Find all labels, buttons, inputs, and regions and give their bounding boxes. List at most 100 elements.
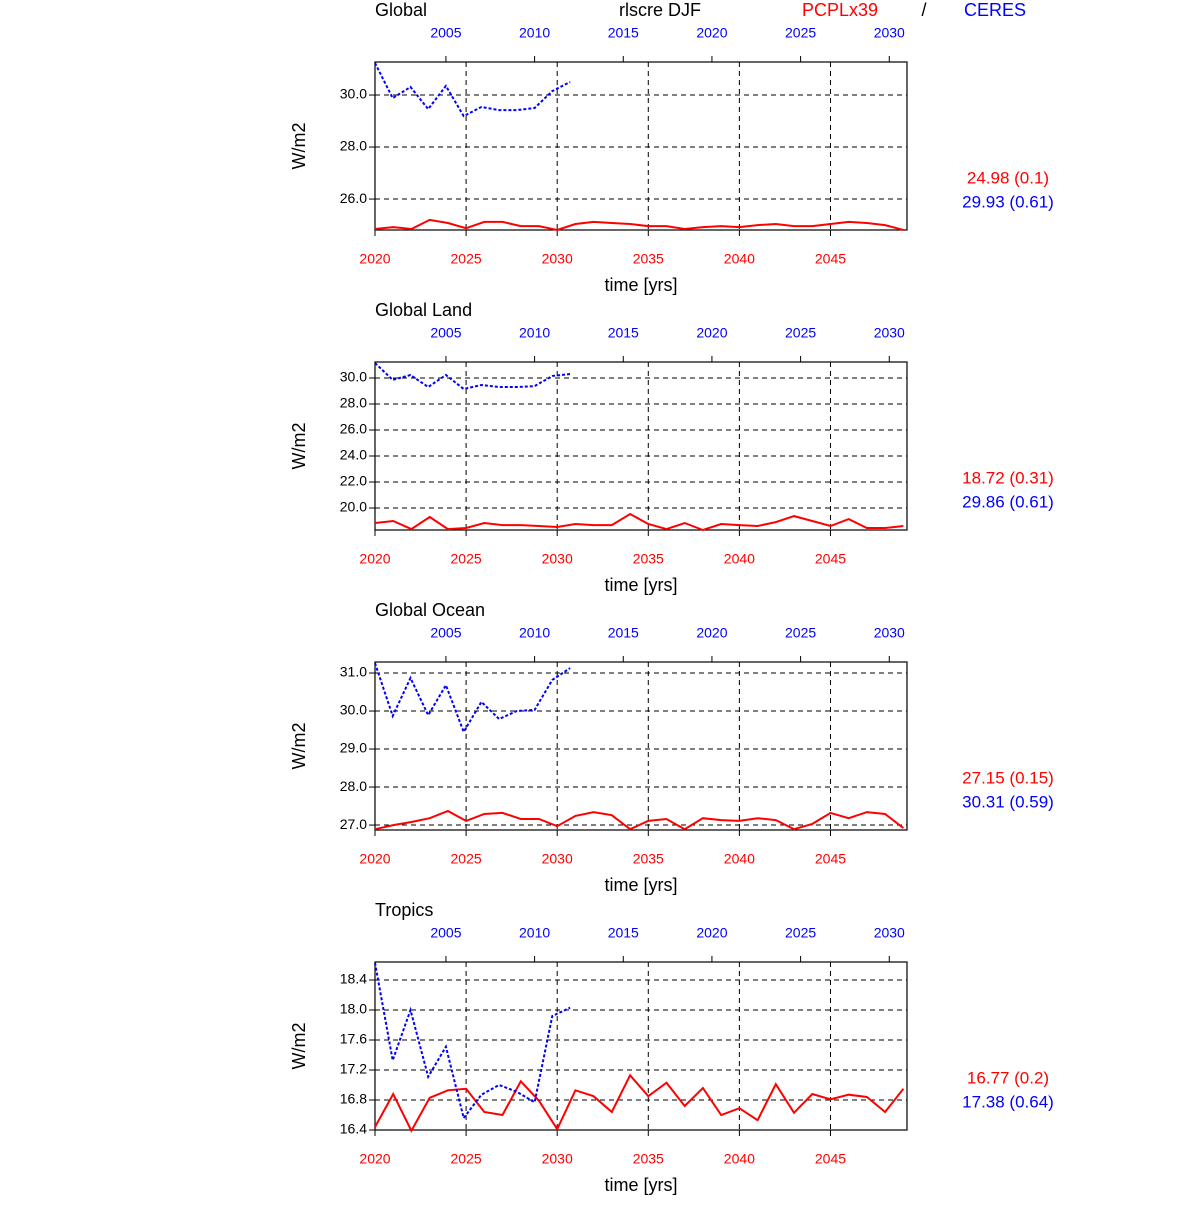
stat-label: 30.31 (0.59) (962, 792, 1054, 811)
x2-tick-label: 2015 (608, 925, 639, 941)
plot-frame (374, 961, 908, 1131)
stat-label: 29.86 (0.61) (962, 492, 1054, 511)
x-tick-label: 2040 (724, 251, 755, 267)
y-tick-label: 26.0 (340, 190, 367, 206)
x-tick-label: 2030 (542, 551, 573, 567)
x-tick-label: 2045 (815, 251, 846, 267)
x2-tick-label: 2025 (785, 625, 816, 641)
x2-tick-label: 2005 (430, 325, 461, 341)
y-tick-label: 24.0 (340, 447, 367, 463)
x-axis-label: time [yrs] (604, 875, 677, 895)
x-tick-label: 2045 (815, 851, 846, 867)
y-tick-label: 20.0 (340, 499, 367, 515)
x2-tick-label: 2005 (430, 25, 461, 41)
x2-tick-label: 2005 (430, 925, 461, 941)
x-tick-label: 2020 (359, 1151, 390, 1167)
series-line (374, 62, 571, 118)
x2-tick-label: 2030 (874, 925, 905, 941)
stat-label: 18.72 (0.31) (962, 468, 1054, 487)
x2-tick-label: 2020 (696, 325, 727, 341)
x2-tick-label: 2010 (519, 25, 550, 41)
stat-label: 24.98 (0.1) (967, 168, 1049, 187)
y-axis-label: W/m2 (289, 123, 309, 170)
plot-frame (374, 61, 908, 231)
x2-tick-label: 2020 (696, 625, 727, 641)
x2-tick-label: 2030 (874, 25, 905, 41)
y-tick-label: 30.0 (340, 702, 367, 718)
x-tick-label: 2025 (451, 251, 482, 267)
stat-label: 17.38 (0.64) (962, 1092, 1054, 1111)
x2-tick-label: 2015 (608, 625, 639, 641)
x-axis-label: time [yrs] (604, 1175, 677, 1195)
panel-title: Global Land (375, 300, 472, 320)
x-tick-label: 2030 (542, 851, 573, 867)
plot-frame (374, 661, 908, 831)
x-tick-label: 2045 (815, 551, 846, 567)
y-tick-label: 27.0 (340, 816, 367, 832)
panel-title: Global (375, 0, 427, 20)
y-axis-label: W/m2 (289, 423, 309, 470)
x-tick-label: 2020 (359, 251, 390, 267)
y-tick-label: 30.0 (340, 369, 367, 385)
x-tick-label: 2040 (724, 551, 755, 567)
x2-tick-label: 2025 (785, 325, 816, 341)
y-tick-label: 28.0 (340, 395, 367, 411)
x-tick-label: 2025 (451, 851, 482, 867)
y-tick-label: 31.0 (340, 664, 367, 680)
x-tick-label: 2020 (359, 851, 390, 867)
model-name: PCPLx39 (802, 0, 878, 20)
x-tick-label: 2030 (542, 1151, 573, 1167)
figure-title: rlscre DJF (619, 0, 701, 20)
stat-label: 16.77 (0.2) (967, 1068, 1049, 1087)
series-line (374, 218, 904, 232)
x-tick-label: 2035 (633, 851, 664, 867)
x2-tick-label: 2025 (785, 925, 816, 941)
y-tick-label: 29.0 (340, 740, 367, 756)
x2-tick-label: 2015 (608, 25, 639, 41)
x2-tick-label: 2005 (430, 625, 461, 641)
y-tick-label: 16.4 (340, 1121, 367, 1137)
x2-tick-label: 2010 (519, 325, 550, 341)
series-line (374, 1073, 905, 1133)
y-tick-label: 17.6 (340, 1031, 367, 1047)
x-tick-label: 2025 (451, 551, 482, 567)
y-tick-label: 28.0 (340, 778, 367, 794)
y-tick-label: 28.0 (340, 138, 367, 154)
y-axis-label: W/m2 (289, 723, 309, 770)
y-tick-label: 30.0 (340, 86, 367, 102)
x2-tick-label: 2020 (696, 25, 727, 41)
y-tick-label: 16.8 (340, 1091, 367, 1107)
x-tick-label: 2020 (359, 551, 390, 567)
y-tick-label: 22.0 (340, 473, 367, 489)
panel-title: Tropics (375, 900, 433, 920)
x2-tick-label: 2020 (696, 925, 727, 941)
x2-tick-label: 2015 (608, 325, 639, 341)
x-tick-label: 2040 (724, 1151, 755, 1167)
y-tick-label: 18.4 (340, 971, 367, 987)
series-line (374, 512, 904, 532)
x2-tick-label: 2030 (874, 325, 905, 341)
separator: / (921, 0, 926, 20)
plot-frame (374, 361, 908, 531)
x2-tick-label: 2010 (519, 625, 550, 641)
y-axis-label: W/m2 (289, 1023, 309, 1070)
y-tick-label: 18.0 (340, 1001, 367, 1017)
obs-name: CERES (964, 0, 1026, 20)
x2-tick-label: 2025 (785, 25, 816, 41)
stat-label: 27.15 (0.15) (962, 768, 1054, 787)
x-axis-label: time [yrs] (604, 275, 677, 295)
panel-title: Global Ocean (375, 600, 485, 620)
x-tick-label: 2035 (633, 251, 664, 267)
x2-tick-label: 2010 (519, 925, 550, 941)
x-tick-label: 2045 (815, 1151, 846, 1167)
x-tick-label: 2035 (633, 1151, 664, 1167)
x-tick-label: 2035 (633, 551, 664, 567)
series-line (374, 809, 905, 831)
series-line (374, 662, 571, 735)
stat-label: 29.93 (0.61) (962, 192, 1054, 211)
x-tick-label: 2030 (542, 251, 573, 267)
x-axis-label: time [yrs] (604, 575, 677, 595)
x-tick-label: 2025 (451, 1151, 482, 1167)
series-line (374, 362, 571, 391)
